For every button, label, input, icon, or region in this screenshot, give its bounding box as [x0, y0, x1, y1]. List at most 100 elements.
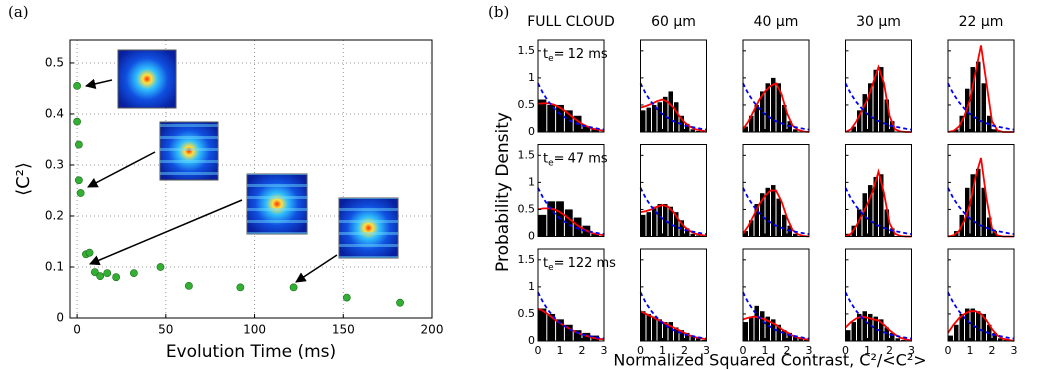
histogram-bar [755, 306, 760, 341]
point [113, 274, 120, 281]
x-tick-label: 0 [73, 323, 81, 337]
row-label: te=122 ms [543, 256, 616, 273]
y-tick-label: 1.5 [518, 148, 536, 161]
inset-image [339, 198, 398, 258]
point [75, 141, 82, 148]
histogram-bar [971, 309, 976, 341]
y-tick-label: 0.5 [518, 307, 536, 320]
histogram-bar [674, 102, 679, 132]
point [290, 284, 297, 291]
y-tick-label: 1.5 [518, 44, 536, 57]
point [104, 270, 111, 277]
histogram-bar [949, 336, 954, 341]
x-tick-label: 1 [557, 344, 564, 357]
y-tick-label: 0.1 [45, 259, 64, 273]
y-tick-label: 1 [528, 280, 535, 293]
point [396, 299, 403, 306]
histogram-bar [647, 108, 652, 132]
histogram-bar [777, 199, 782, 237]
point [157, 263, 164, 270]
histogram-bar [744, 322, 749, 341]
x-tick-label: 1 [967, 344, 974, 357]
x-axis-label: Evolution Time (ms) [166, 342, 336, 362]
inset-image [160, 122, 218, 180]
histogram-bar [976, 311, 981, 341]
column-title: 40 μm [754, 14, 799, 30]
histogram-bar [771, 185, 776, 236]
y-tick-label: 0.3 [45, 157, 64, 171]
point [343, 294, 350, 301]
y-tick-label: 0 [528, 334, 535, 347]
panel-label: (b) [488, 3, 509, 21]
point [73, 118, 80, 125]
x-tick-label: 50 [158, 323, 173, 337]
time-value: 12 ms [568, 47, 608, 62]
subplot-area [948, 40, 1014, 132]
x-tick-label: 2 [989, 344, 996, 357]
time-value: 47 ms [568, 151, 608, 166]
column-title: FULL CLOUD [527, 14, 614, 30]
histogram-bar [641, 110, 646, 132]
x-tick-label: 3 [1011, 344, 1018, 357]
histogram-bar [760, 311, 765, 341]
y-tick-label: 0.2 [45, 208, 64, 222]
subplot-area [846, 145, 912, 237]
x-tick-label: 200 [421, 323, 444, 337]
point [185, 282, 192, 289]
y-tick-label: 0.4 [45, 106, 64, 120]
y-tick-label: 0.5 [518, 202, 536, 215]
time-value: 122 ms [568, 256, 617, 271]
column-title: 22 μm [959, 14, 1004, 30]
column-title: 30 μm [856, 14, 901, 30]
x-axis-label: Normalized Squared Contrast, C²/<C²> [613, 351, 926, 370]
y-tick-label: 0 [528, 230, 535, 243]
x-tick-label: 3 [601, 344, 608, 357]
histogram-bar [749, 317, 754, 341]
histogram-bar [652, 105, 657, 132]
histogram-bar [863, 311, 868, 341]
histogram-bar [647, 314, 652, 341]
y-tick-label: 0.5 [518, 98, 536, 111]
histogram-bar [863, 193, 868, 236]
histogram-bar [782, 215, 787, 237]
histogram-bar [846, 330, 851, 341]
time-equals: = [554, 256, 565, 271]
row-label: te=12 ms [543, 47, 608, 64]
point [130, 270, 137, 277]
panel-label: (a) [8, 3, 29, 21]
point [86, 249, 93, 256]
histogram-bar [663, 204, 668, 236]
histogram-bar [641, 215, 646, 237]
y-tick-label: 0.5 [45, 55, 64, 69]
histogram-bar [669, 91, 674, 132]
histogram-bar [647, 212, 652, 236]
histogram-bar [976, 169, 981, 237]
histogram-bar [658, 204, 663, 236]
y-tick-label: 1.5 [518, 253, 536, 266]
point [77, 189, 84, 196]
point [237, 284, 244, 291]
time-equals: = [554, 47, 565, 62]
figure: 05010015020000.10.20.30.40.5(a)Evolution… [0, 0, 1041, 370]
y-axis-label: ⟨C²⟩ [13, 162, 34, 196]
x-tick-label: 0 [535, 344, 542, 357]
inset-image [247, 174, 307, 234]
y-tick-label: 1 [528, 71, 535, 84]
inset-image [118, 50, 176, 108]
y-axis-label: Probability Density [493, 112, 513, 272]
histogram-bar [658, 102, 663, 132]
histogram-bar [641, 311, 646, 341]
histogram-bar [652, 317, 657, 341]
point [75, 177, 82, 184]
x-tick-label: 100 [243, 323, 266, 337]
y-tick-label: 1 [528, 175, 535, 188]
row-label: te=47 ms [543, 151, 608, 168]
x-tick-label: 0 [945, 344, 952, 357]
y-tick-label: 0 [56, 311, 64, 325]
column-title: 60 μm [651, 14, 696, 30]
y-tick-label: 0 [528, 125, 535, 138]
histogram-bar [954, 325, 959, 341]
histogram-bar [852, 322, 857, 341]
point [73, 82, 80, 89]
point [97, 273, 104, 280]
